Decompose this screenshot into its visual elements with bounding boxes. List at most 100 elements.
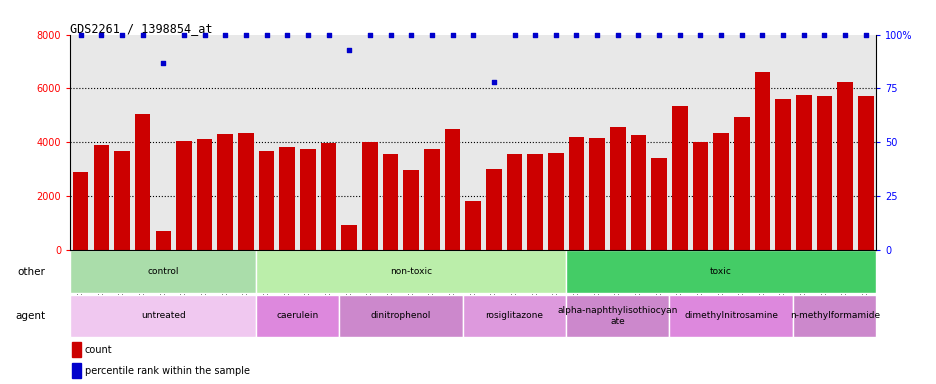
Bar <box>465 201 480 250</box>
Point <box>217 31 232 38</box>
Bar <box>565 295 668 337</box>
Point <box>258 31 273 38</box>
Bar <box>73 172 88 250</box>
Bar <box>197 139 212 250</box>
Bar <box>114 152 129 250</box>
Text: rosiglitazone: rosiglitazone <box>485 311 543 320</box>
Point <box>135 31 150 38</box>
Point <box>197 31 212 38</box>
Text: toxic: toxic <box>709 267 731 276</box>
Bar <box>256 295 339 337</box>
Bar <box>733 117 749 250</box>
Bar <box>300 149 315 250</box>
Point <box>486 79 501 85</box>
Point <box>465 31 480 38</box>
Text: other: other <box>18 266 46 277</box>
Point <box>713 31 728 38</box>
Point <box>176 31 191 38</box>
Bar <box>527 154 542 250</box>
Bar <box>320 144 336 250</box>
Bar <box>238 133 254 250</box>
Bar <box>258 152 274 250</box>
Point <box>280 31 295 38</box>
Point <box>816 31 831 38</box>
Bar <box>445 129 460 250</box>
Text: caerulein: caerulein <box>276 311 318 320</box>
Text: GDS2261 / 1398854_at: GDS2261 / 1398854_at <box>70 22 212 35</box>
Bar <box>692 142 708 250</box>
Bar <box>72 342 80 357</box>
Point <box>155 60 170 66</box>
Bar <box>568 137 584 250</box>
Point <box>775 31 790 38</box>
Bar <box>793 295 875 337</box>
Bar <box>668 295 793 337</box>
Point <box>403 31 418 38</box>
Bar <box>712 133 728 250</box>
Bar <box>857 96 872 250</box>
Bar <box>753 72 769 250</box>
Point <box>796 31 811 38</box>
Point <box>300 31 315 38</box>
Bar <box>383 154 398 250</box>
Bar <box>486 169 501 250</box>
Bar <box>94 145 109 250</box>
Point <box>94 31 109 38</box>
Bar <box>361 142 377 250</box>
Point <box>693 31 708 38</box>
Point <box>321 31 336 38</box>
Point <box>589 31 604 38</box>
Bar <box>796 95 811 250</box>
Bar <box>462 295 565 337</box>
Bar <box>651 158 666 250</box>
Point <box>342 46 357 53</box>
Bar <box>70 295 256 337</box>
Bar <box>339 295 462 337</box>
Bar <box>837 82 852 250</box>
Point <box>651 31 665 38</box>
Text: dimethylnitrosamine: dimethylnitrosamine <box>683 311 778 320</box>
Point <box>754 31 769 38</box>
Text: percentile rank within the sample: percentile rank within the sample <box>84 366 250 376</box>
Point <box>857 31 872 38</box>
Text: agent: agent <box>15 311 46 321</box>
Text: alpha-naphthylisothiocyan
ate: alpha-naphthylisothiocyan ate <box>557 306 678 326</box>
Point <box>506 31 521 38</box>
Point <box>548 31 563 38</box>
Bar <box>630 136 646 250</box>
Bar <box>774 99 790 250</box>
Bar <box>155 231 170 250</box>
Point <box>73 31 88 38</box>
Point <box>424 31 439 38</box>
Point <box>672 31 687 38</box>
Point <box>837 31 852 38</box>
Text: control: control <box>147 267 179 276</box>
Point <box>734 31 749 38</box>
Bar <box>403 170 418 250</box>
Point <box>630 31 645 38</box>
Text: count: count <box>84 345 112 355</box>
Text: non-toxic: non-toxic <box>389 267 431 276</box>
Bar <box>671 106 687 250</box>
Point <box>527 31 542 38</box>
Bar <box>816 96 831 250</box>
Point <box>362 31 377 38</box>
Text: untreated: untreated <box>140 311 185 320</box>
Bar <box>506 154 521 250</box>
Bar <box>609 127 625 250</box>
Point <box>609 31 624 38</box>
Bar <box>176 141 192 250</box>
Point <box>445 31 460 38</box>
Bar <box>279 147 295 250</box>
Bar <box>217 134 233 250</box>
Point <box>568 31 583 38</box>
Bar <box>72 363 80 378</box>
Point <box>238 31 253 38</box>
Bar <box>135 114 150 250</box>
Bar <box>565 250 875 293</box>
Point <box>383 31 398 38</box>
Bar <box>589 138 605 250</box>
Point <box>114 31 129 38</box>
Bar <box>548 153 563 250</box>
Bar <box>424 149 439 250</box>
